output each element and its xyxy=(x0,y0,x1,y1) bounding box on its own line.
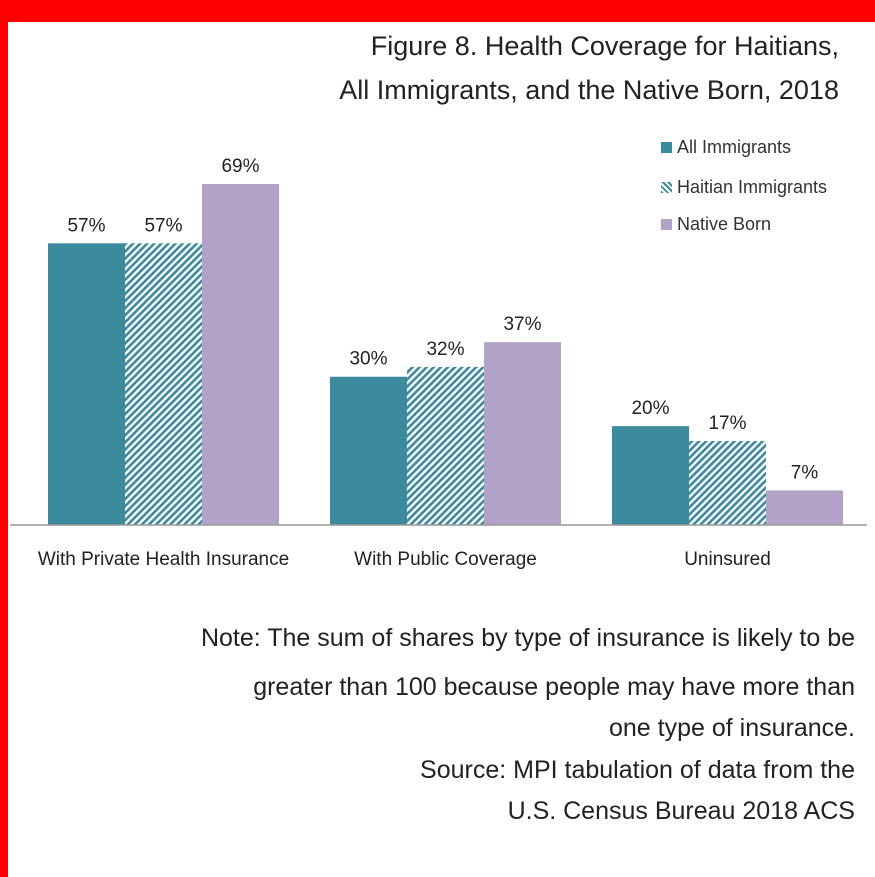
legend-swatch-native-born xyxy=(661,218,672,230)
legend-swatch-haitian-immigrants xyxy=(661,181,672,193)
data-label-uninsured-native-born: 7% xyxy=(791,462,819,483)
bar-with-private-health-insurance-native-born xyxy=(202,184,279,525)
bar-uninsured-all-immigrants xyxy=(612,426,689,525)
data-label-with-private-health-insurance-native-born: 69% xyxy=(221,156,259,177)
bar-with-public-coverage-all-immigrants xyxy=(330,376,407,525)
data-label-with-public-coverage-haitian-immigrants: 32% xyxy=(426,339,464,360)
legend-item-all-immigrants: All Immigrants xyxy=(661,136,791,158)
data-label-uninsured-haitian-immigrants: 17% xyxy=(708,413,746,434)
legend-item-haitian-immigrants: Haitian Immigrants xyxy=(661,176,827,198)
bar-uninsured-native-born xyxy=(766,490,843,525)
data-label-with-private-health-insurance-all-immigrants: 57% xyxy=(67,215,105,236)
legend-label-haitian-immigrants: Haitian Immigrants xyxy=(677,176,828,197)
data-label-with-public-coverage-all-immigrants: 30% xyxy=(349,349,387,370)
legend-label-all-immigrants: All Immigrants xyxy=(677,136,792,157)
bar-with-private-health-insurance-haitian-immigrants xyxy=(125,243,202,525)
chart-title-line-1: Figure 8. Health Coverage for Haitians, xyxy=(370,31,839,61)
category-label-with-private-health-insurance: With Private Health Insurance xyxy=(38,549,289,570)
data-label-with-public-coverage-native-born: 37% xyxy=(503,314,541,335)
legend-swatch-all-immigrants xyxy=(661,141,672,153)
data-label-uninsured-all-immigrants: 20% xyxy=(631,398,669,419)
legend-label-native-born: Native Born xyxy=(677,213,772,234)
note-line-1: Note: The sum of shares by type of insur… xyxy=(200,624,855,652)
bar-with-public-coverage-haitian-immigrants xyxy=(407,366,484,525)
note-line-5: U.S. Census Bureau 2018 ACS xyxy=(507,797,855,825)
data-label-with-private-health-insurance-haitian-immigrants: 57% xyxy=(144,215,182,236)
note-line-2: greater than 100 because people may have… xyxy=(253,673,855,701)
note-line-4: Source: MPI tabulation of data from the xyxy=(420,756,855,784)
note-line-3: one type of insurance. xyxy=(609,714,855,742)
bar-with-public-coverage-native-born xyxy=(484,342,561,525)
bar-with-private-health-insurance-all-immigrants xyxy=(48,243,125,525)
bar-uninsured-haitian-immigrants xyxy=(689,440,766,525)
category-label-with-public-coverage: With Public Coverage xyxy=(354,549,537,570)
chart-title-line-2: All Immigrants, and the Native Born, 201… xyxy=(339,75,839,105)
legend-item-native-born: Native Born xyxy=(661,213,771,235)
category-label-uninsured: Uninsured xyxy=(684,549,771,570)
